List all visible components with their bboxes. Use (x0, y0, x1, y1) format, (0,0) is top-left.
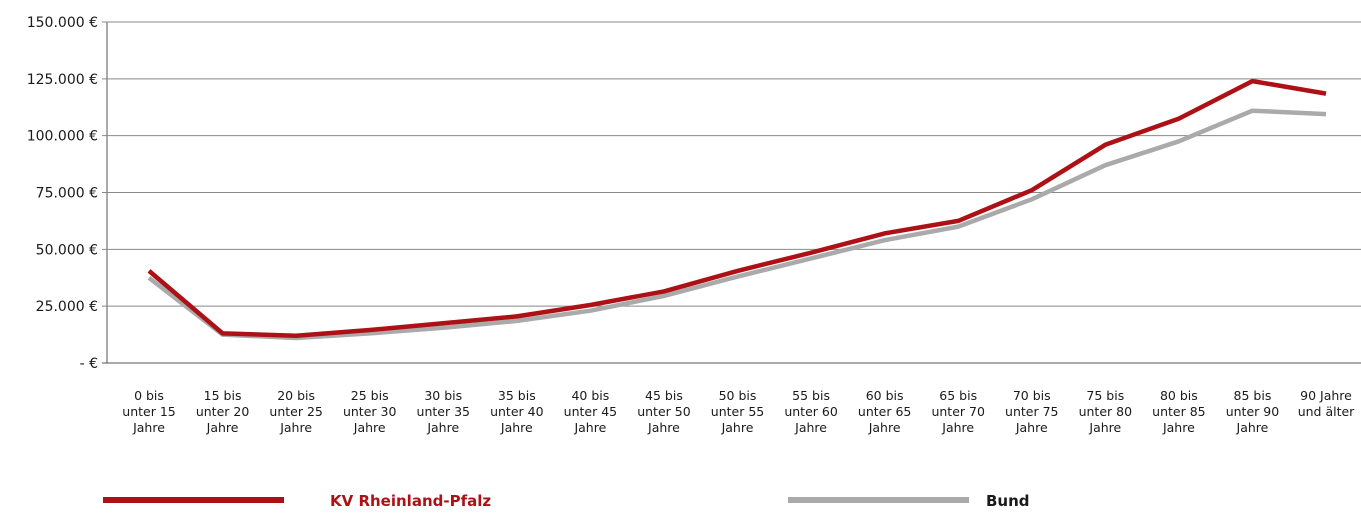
x-tick-label-line: unter 60 (784, 404, 838, 419)
x-tick-label-line: 60 bis (866, 388, 904, 403)
legend: KV Rheinland-Pfalz Bund (103, 492, 1030, 510)
x-tick-label-line: unter 40 (490, 404, 544, 419)
y-tick-label: 100.000 € (27, 129, 98, 145)
x-tick-label-line: 30 bis (424, 388, 462, 403)
x-tick-label-line: unter 65 (858, 404, 911, 419)
y-tick-label: 125.000 € (27, 72, 98, 88)
x-tick-label-line: 55 bis (792, 388, 830, 403)
x-tick-label-line: 15 bis (204, 388, 242, 403)
x-tick-label-line: unter 90 (1226, 404, 1280, 419)
x-tick-label-line: Jahre (353, 420, 386, 435)
y-axis-ticks: - € 25.000 € 50.000 € 75.000 € 100.000 € 125.… (27, 15, 98, 372)
legend-label-bund: Bund (986, 492, 1030, 510)
x-tick-label-line: und älter (1298, 404, 1355, 419)
x-tick-label-line: unter 25 (269, 404, 322, 419)
x-tick-label-line: unter 35 (417, 404, 470, 419)
x-tick-label-line: unter 15 (122, 404, 175, 419)
x-tick-label-line: Jahre (426, 420, 459, 435)
series-line-kv-rheinland-pfalz (149, 81, 1326, 336)
x-tick-label-line: 75 bis (1086, 388, 1124, 403)
x-tick-label-line: unter 55 (711, 404, 764, 419)
y-tick-label: 50.000 € (36, 242, 98, 258)
x-tick-label-line: unter 80 (1079, 404, 1133, 419)
y-tick-label: 25.000 € (36, 299, 98, 315)
x-tick-label-line: 0 bis (134, 388, 164, 403)
x-tick-label-line: Jahre (868, 420, 901, 435)
x-tick-label-line: Jahre (500, 420, 533, 435)
x-tick-label-line: unter 20 (196, 404, 250, 419)
x-tick-label-line: 50 bis (719, 388, 757, 403)
x-tick-label-line: 90 Jahre (1300, 388, 1352, 403)
x-tick-label-line: Jahre (206, 420, 239, 435)
x-tick-label-line: Jahre (1236, 420, 1269, 435)
y-tick-label: - € (80, 356, 98, 372)
y-tick-label: 75.000 € (36, 186, 98, 202)
x-tick-label-line: Jahre (794, 420, 827, 435)
series-line-bund (149, 111, 1326, 338)
x-tick-label-line: 80 bis (1160, 388, 1198, 403)
x-tick-label-line: Jahre (1088, 420, 1121, 435)
x-tick-label-line: 85 bis (1234, 388, 1272, 403)
x-tick-label-line: unter 70 (931, 404, 985, 419)
x-tick-label-line: Jahre (647, 420, 680, 435)
legend-label-kv-rheinland-pfalz: KV Rheinland-Pfalz (330, 492, 491, 510)
x-tick-label-line: unter 75 (1005, 404, 1058, 419)
x-tick-label-line: unter 85 (1152, 404, 1205, 419)
x-tick-label-line: Jahre (1162, 420, 1195, 435)
x-tick-label-line: 45 bis (645, 388, 683, 403)
y-tick-label: 150.000 € (27, 15, 98, 31)
x-tick-label-line: unter 45 (564, 404, 617, 419)
x-tick-label-line: 20 bis (277, 388, 315, 403)
x-tick-label-line: Jahre (573, 420, 606, 435)
x-tick-label-line: 35 bis (498, 388, 536, 403)
x-tick-label-line: 65 bis (939, 388, 977, 403)
series-lines (149, 81, 1326, 338)
x-tick-label-line: unter 50 (637, 404, 691, 419)
x-tick-label-line: Jahre (279, 420, 312, 435)
x-tick-label-line: 40 bis (571, 388, 609, 403)
grid (102, 22, 1361, 363)
x-tick-label-line: Jahre (941, 420, 974, 435)
x-tick-label-line: Jahre (1015, 420, 1048, 435)
x-tick-label-line: 25 bis (351, 388, 389, 403)
x-tick-label-line: 70 bis (1013, 388, 1051, 403)
x-tick-label-line: unter 30 (343, 404, 397, 419)
x-tick-label-line: Jahre (132, 420, 165, 435)
x-tick-label-line: Jahre (721, 420, 754, 435)
